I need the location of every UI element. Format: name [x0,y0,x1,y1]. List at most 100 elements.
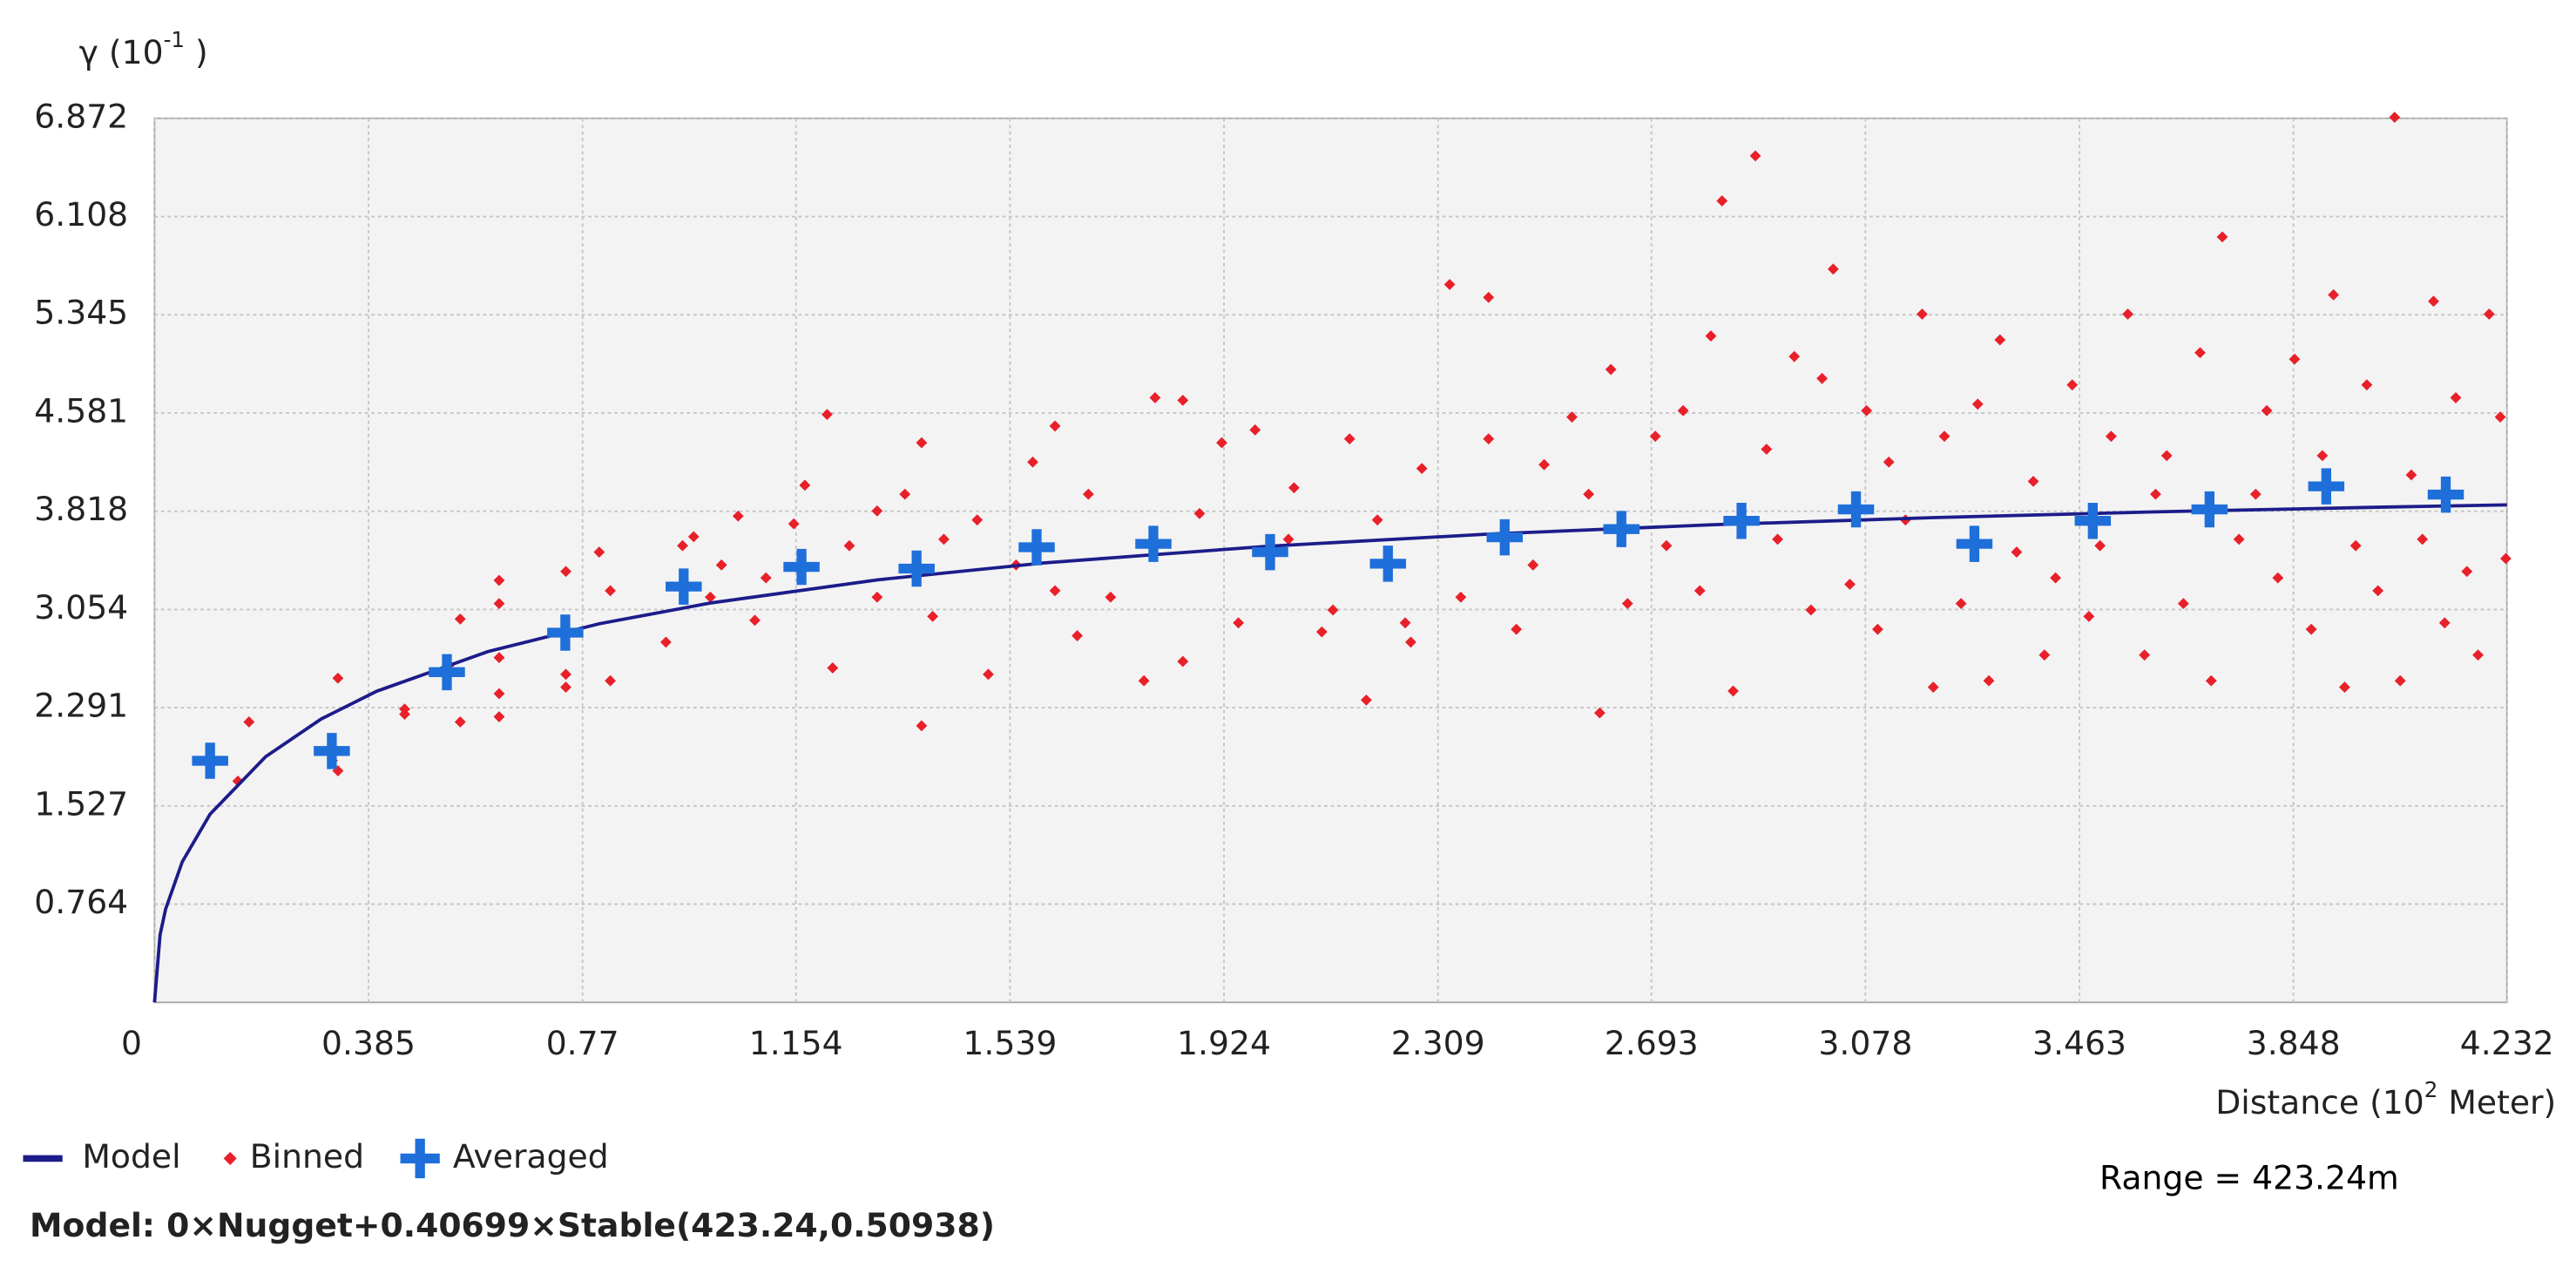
binned-point [1861,404,1873,417]
binned-point [1694,585,1706,597]
binned-point [1883,456,1895,468]
binned-point [2372,585,2384,597]
binned-point [560,681,571,694]
x-tick-label: 0.77 [546,1024,619,1062]
binned-point [493,711,505,722]
y-tick-label: 3.818 [34,490,128,528]
binned-point [2011,546,2023,558]
y-axis-label-superscript: -1 [164,27,185,52]
binned-point [2150,488,2161,500]
y-tick-label: 3.054 [34,588,128,627]
binned-point [2160,450,2173,462]
averaged-point [2191,491,2228,528]
binned-point [1660,539,1673,552]
binned-point [1749,150,1761,162]
averaged-point [1486,518,1523,556]
binned-point [687,531,700,543]
binned-point [2038,649,2051,661]
averaged-point [1135,525,1172,562]
binned-point [971,514,984,526]
binned-point [2027,475,2039,487]
averaged-point [783,548,820,586]
binned-point [2361,379,2373,391]
binned-point [2261,404,2273,417]
legend-label: Model [82,1137,180,1176]
x-tick-label: 2.309 [1391,1024,1485,1062]
x-tick-label: 3.848 [2247,1024,2341,1062]
binned-point [1511,623,1523,635]
binned-point [2066,379,2079,391]
binned-point [593,546,605,558]
binned-point [1327,604,1339,616]
binned-point [1805,604,1817,616]
averaged-point [1252,533,1288,571]
binned-point [1938,430,1951,443]
binned-point [1816,372,1829,384]
y-tick-label: 4.581 [34,391,128,430]
x-tick-label: 2.693 [1605,1024,1699,1062]
legend-swatch [400,1138,440,1179]
series [232,112,2512,787]
binned-point [2050,572,2061,584]
binned-point [1343,433,1356,445]
averaged-point [1603,511,1640,547]
legend: Model Binned Averaged [23,1137,609,1179]
y-axis-label-suffix: ) [185,33,208,71]
binned-point [2177,598,2189,610]
averaged-point [1956,525,1993,562]
binned-point [2472,649,2484,661]
binned-point [1927,681,1939,694]
y-tick-label: 6.872 [34,97,128,135]
x-axis-label-suffix: Meter) [2437,1083,2556,1122]
binned-point [1994,334,2006,346]
binned-point [2350,539,2362,552]
binned-point [2272,572,2284,584]
plot-area [153,117,2508,1004]
binned-point [1788,350,1801,363]
legend-label: Averaged [453,1137,609,1176]
binned-point [1983,674,1995,687]
averaged-point [2427,476,2464,513]
binned-point [2094,539,2106,552]
binned-point [2389,112,2401,124]
x-tick-label: 1.924 [1177,1024,1271,1062]
binned-point [2338,681,2350,694]
y-tick-label: 0.764 [34,883,128,921]
y-axis-label-text: γ (10 [79,33,164,71]
binned-point [493,688,505,700]
binned-point [1049,420,1061,432]
binned-point [2328,288,2340,301]
binned-point [2122,308,2133,320]
binned-point [605,585,616,597]
binned-point [1233,617,1245,629]
x-tick-label: 1.154 [749,1024,843,1062]
binned-point [927,610,939,622]
binned-point [232,775,244,787]
averaged-point [2074,502,2112,539]
binned-point [760,572,772,584]
x-tick-label: 0.385 [321,1024,416,1062]
binned-point [2249,488,2262,500]
binned-point [493,598,505,610]
binned-point [1583,488,1595,500]
binned-point [1593,707,1606,719]
x-tick-label: 3.463 [2032,1024,2126,1062]
binned-point [1917,308,1928,320]
binned-point [1216,437,1227,449]
binned-point [705,591,716,603]
averaged-point [1837,491,1875,528]
binned-point [2216,231,2228,243]
binned-point [332,672,344,684]
binned-point [2417,533,2429,546]
x-axis-label-superscript: 2 [2424,1077,2438,1102]
binned-point [1705,330,1717,342]
x-tick-label: 0 [121,1024,142,1062]
binned-point [1827,263,1839,275]
binned-point [332,765,344,776]
binned-point [2483,308,2495,320]
binned-point [560,668,571,681]
binned-point [2205,674,2217,687]
x-tick-label: 3.078 [1818,1024,1912,1062]
binned-point [2405,469,2417,481]
